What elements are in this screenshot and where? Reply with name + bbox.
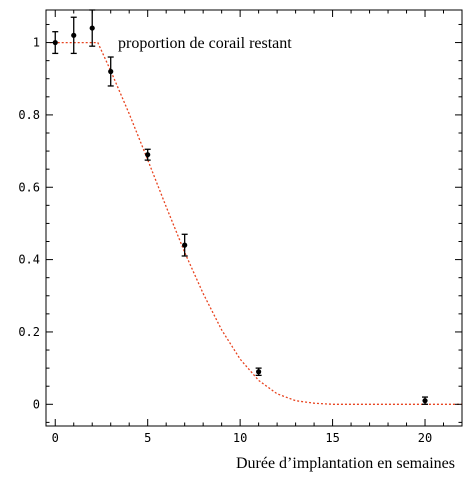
data-point <box>89 9 96 47</box>
data-point <box>52 31 59 55</box>
axis-ticks-layer: 0 5 10 15 20 0 0.2 0.4 0.6 0.8 1 <box>18 10 463 445</box>
point-marker <box>182 242 188 248</box>
data-point <box>107 56 114 87</box>
chart-annotation: proportion de corail restant <box>118 35 292 52</box>
data-point <box>422 396 429 405</box>
y-tick-label: 1 <box>33 36 40 50</box>
point-marker <box>422 398 428 404</box>
point-marker <box>108 68 114 75</box>
x-tick-label: 20 <box>418 431 432 445</box>
y-tick-label: 0.2 <box>18 325 40 339</box>
data-point <box>181 233 188 257</box>
plot-frame <box>45 9 463 427</box>
y-tick-label: 0.6 <box>18 180 40 194</box>
data-points-layer <box>52 9 429 405</box>
data-point <box>144 148 151 161</box>
x-tick-label: 0 <box>52 431 59 445</box>
x-tick-label: 15 <box>325 431 339 445</box>
x-tick-label: 5 <box>144 431 151 445</box>
y-tick-label: 0.4 <box>18 253 40 267</box>
point-marker <box>145 152 151 158</box>
fit-curve-line <box>49 41 462 405</box>
fit-curve-layer <box>49 41 462 405</box>
x-tick-label: 10 <box>233 431 247 445</box>
y-tick-label: 0 <box>33 397 40 411</box>
y-tick-label: 0.8 <box>18 108 40 122</box>
data-point <box>255 367 262 377</box>
data-point <box>70 16 77 55</box>
point-marker <box>71 32 77 38</box>
point-marker <box>256 369 262 375</box>
point-marker <box>89 25 95 31</box>
point-marker <box>52 39 58 46</box>
x-axis-label: Durée d’implantation en semaines <box>236 455 455 472</box>
